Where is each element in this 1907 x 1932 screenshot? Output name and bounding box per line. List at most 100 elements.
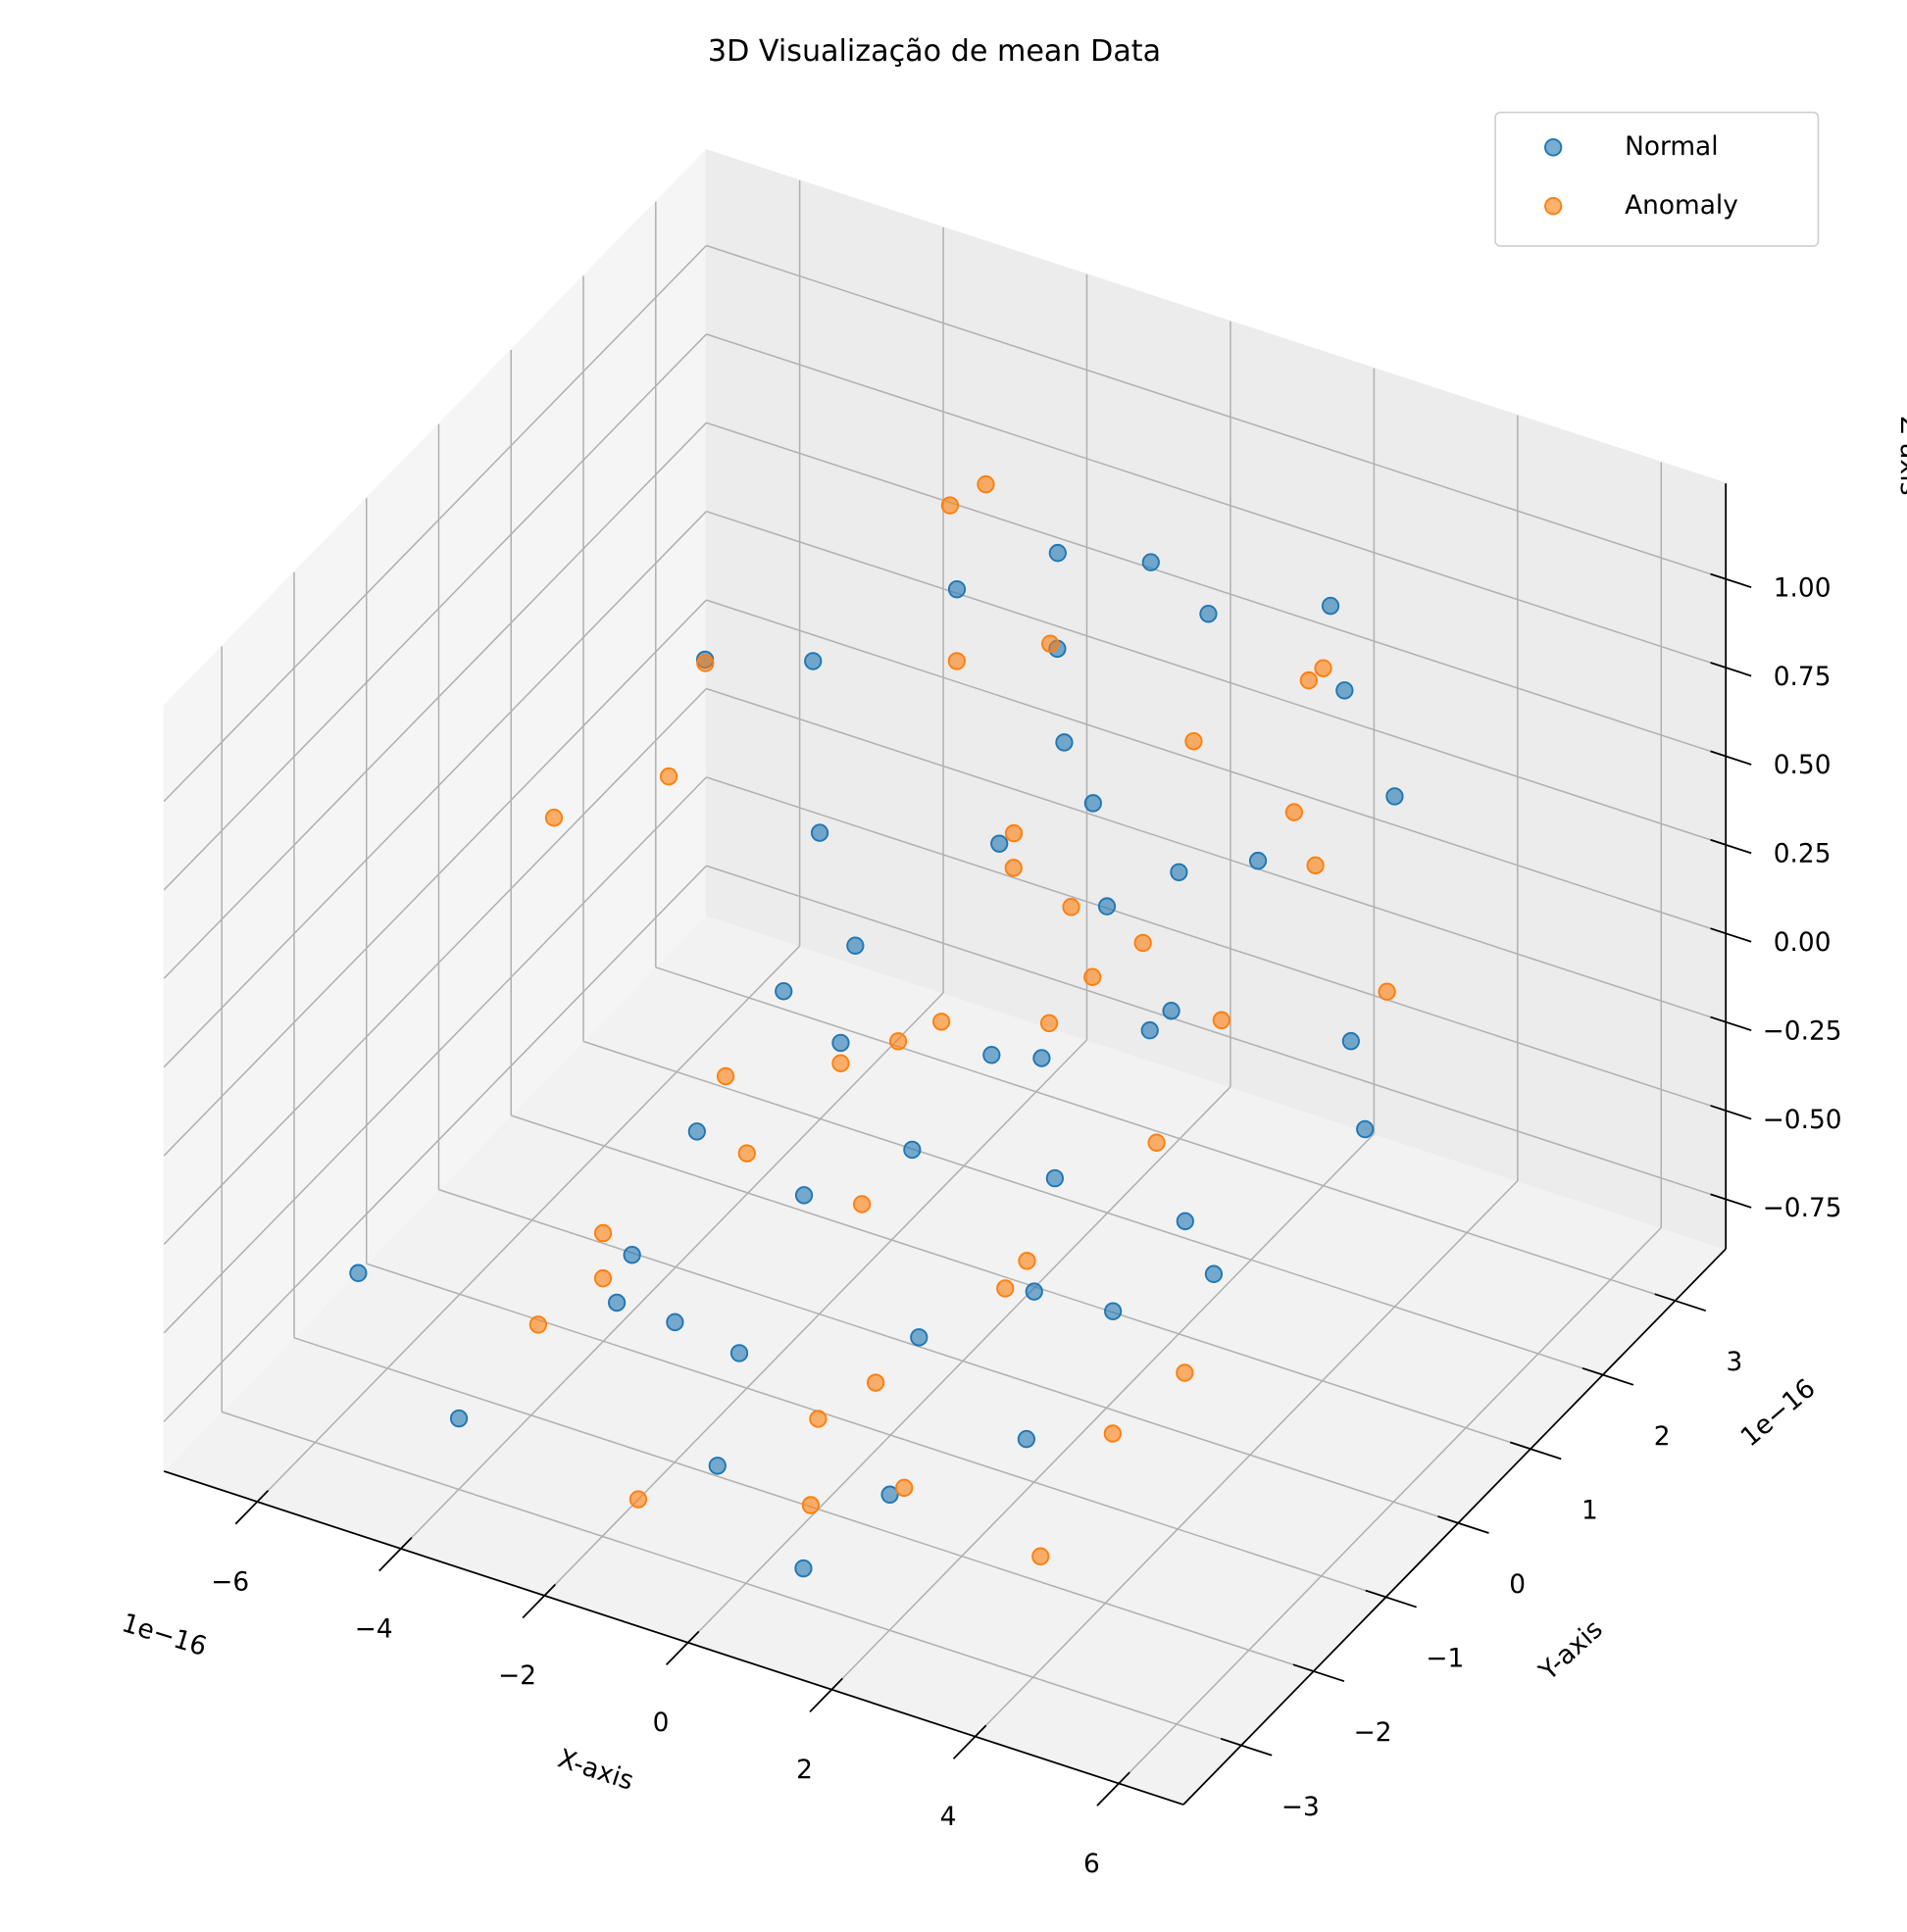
data-point [1083, 967, 1102, 986]
grid-line [706, 865, 1727, 1201]
grid-line [163, 865, 707, 1422]
grid-line [830, 1133, 1375, 1691]
tick-mark [522, 1583, 556, 1619]
data-point [947, 652, 966, 670]
data-point [659, 767, 678, 786]
tick-mark [1437, 1515, 1489, 1534]
grid-line [706, 776, 1727, 1112]
data-point [1306, 856, 1325, 875]
legend-marker [1544, 196, 1563, 216]
z-tick-label: −0.25 [1763, 1016, 1842, 1046]
tick-mark [234, 1490, 270, 1525]
data-point [1039, 1014, 1059, 1033]
data-point [1097, 897, 1117, 916]
data-point [1170, 863, 1188, 882]
data-point [1055, 733, 1074, 752]
data-point [1141, 553, 1160, 571]
grid-line [163, 599, 707, 1157]
data-point [696, 654, 715, 672]
data-point [1356, 1119, 1375, 1139]
grid-line [1118, 1226, 1662, 1785]
grid-line [655, 966, 1676, 1302]
data-point [1041, 634, 1060, 653]
data-point [666, 1313, 684, 1332]
z-tick-label: 0.75 [1774, 662, 1832, 692]
data-point [349, 1263, 368, 1283]
data-point [794, 1559, 813, 1578]
data-point [1004, 823, 1024, 843]
grid-line [163, 776, 707, 1334]
tick-mark [1710, 1193, 1752, 1209]
grid-line [706, 510, 1727, 846]
tick-mark [809, 1677, 843, 1712]
data-point [1321, 596, 1340, 616]
grid-line [706, 421, 1727, 758]
legend-label: Anomaly [1625, 190, 1738, 221]
y-tick-label: −2 [1354, 1717, 1392, 1748]
data-point [1212, 1011, 1230, 1030]
grid-line [163, 333, 707, 891]
y-tick-label: 3 [1727, 1347, 1743, 1377]
data-point [810, 823, 829, 842]
x-tick-label: −6 [211, 1566, 249, 1597]
legend-marker [1544, 138, 1563, 157]
tick-mark [1292, 1663, 1345, 1683]
y-tick-label: −1 [1426, 1643, 1464, 1673]
data-point [1204, 1264, 1224, 1283]
data-point [852, 1195, 872, 1214]
data-point [996, 1279, 1015, 1298]
x-offset-text: 1e−16 [119, 1608, 211, 1662]
data-point [1284, 803, 1303, 821]
chart-title: 3D Visualização de mean Data [708, 34, 1161, 69]
data-point [866, 1373, 885, 1392]
data-point [831, 1054, 850, 1072]
tick-mark [1710, 838, 1752, 855]
data-point [1335, 681, 1354, 700]
grid-line [975, 1180, 1519, 1738]
grid-line [582, 1040, 1604, 1376]
grid-line [163, 244, 707, 803]
z-tick-label: 0.25 [1774, 838, 1832, 868]
tick-mark [1096, 1771, 1130, 1807]
data-point [593, 1223, 613, 1243]
data-point [1004, 859, 1023, 877]
tick-mark [952, 1724, 987, 1759]
data-point [729, 1344, 749, 1362]
data-point [1104, 1302, 1123, 1320]
data-point [1162, 1002, 1180, 1020]
x-tick-label: 6 [1083, 1849, 1100, 1879]
grid-line [163, 687, 707, 1245]
grid-line [706, 599, 1727, 935]
tick-mark [665, 1630, 700, 1666]
data-point [1018, 1252, 1036, 1270]
data-point [977, 474, 995, 494]
x-tick-label: −2 [498, 1660, 536, 1691]
x-tick-label: 4 [940, 1802, 957, 1832]
grid-line [256, 945, 801, 1503]
tick-mark [378, 1536, 413, 1572]
data-point [1133, 933, 1152, 953]
tick-mark [1581, 1366, 1634, 1386]
data-point [903, 1140, 922, 1160]
z-tick-label: 0.50 [1774, 750, 1832, 780]
data-point [940, 496, 960, 515]
x-tick-label: 0 [653, 1708, 670, 1738]
data-point [1385, 787, 1404, 806]
data-point [1103, 1424, 1122, 1443]
data-point [449, 1409, 469, 1428]
legend-box [1494, 111, 1820, 247]
data-point [1017, 1429, 1035, 1449]
z-tick-label: −0.50 [1763, 1105, 1842, 1135]
tick-mark [1220, 1737, 1273, 1757]
data-point [1184, 731, 1203, 751]
data-point [623, 1245, 641, 1264]
data-point [1378, 982, 1396, 1001]
data-point [687, 1122, 706, 1141]
grid-line [706, 687, 1727, 1023]
data-point [1031, 1547, 1050, 1566]
data-point [804, 652, 823, 670]
data-point [1314, 659, 1332, 677]
data-point [1083, 794, 1102, 813]
grid-line [400, 992, 944, 1550]
